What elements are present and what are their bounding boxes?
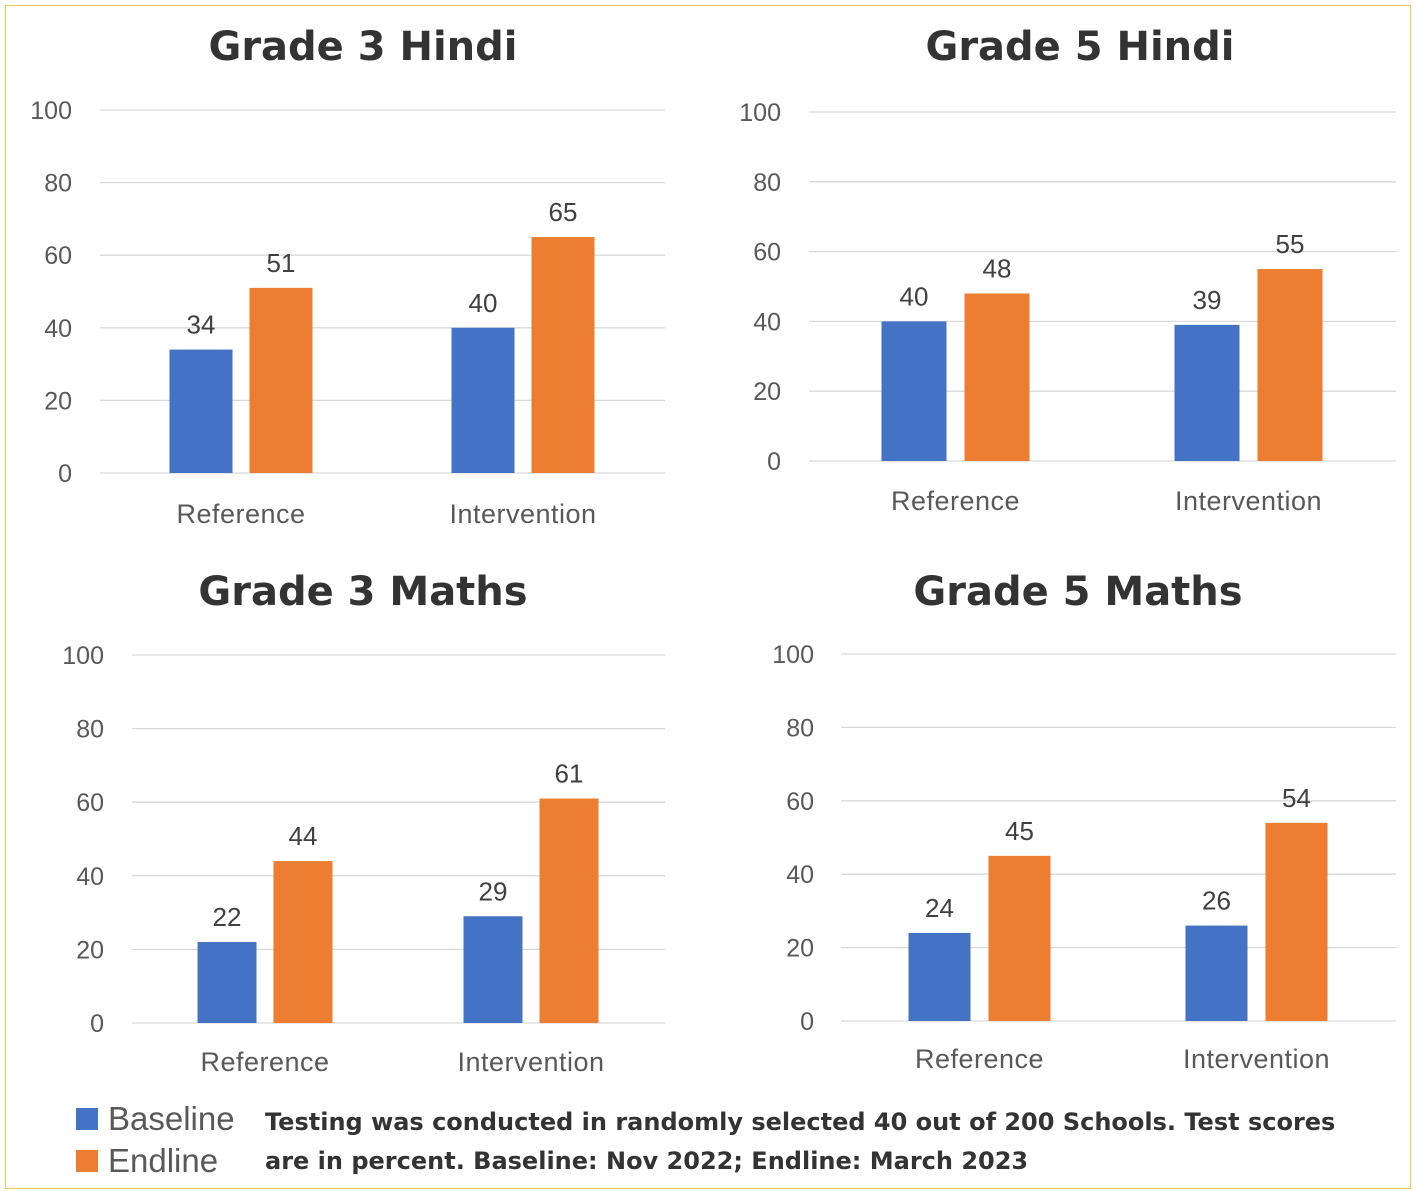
y-tick-label: 20: [76, 936, 104, 964]
category-label: Reference: [915, 1044, 1044, 1074]
data-label: 39: [1193, 285, 1222, 315]
chart-title: Grade 5 Hindi: [925, 24, 1234, 70]
y-tick-label: 60: [44, 242, 72, 270]
y-tick-label: 60: [76, 789, 104, 817]
data-label: 40: [900, 281, 929, 311]
legend-item-baseline: Baseline: [76, 1098, 235, 1140]
y-tick-label: 100: [62, 642, 104, 670]
y-tick-label: 80: [786, 714, 814, 742]
category-label: Reference: [891, 486, 1020, 516]
legend-label-baseline: Baseline: [108, 1100, 235, 1137]
bar-baseline-reference: [908, 932, 971, 1021]
y-tick-label: 0: [58, 460, 72, 488]
y-tick-label: 40: [753, 308, 781, 336]
legend-swatch-endline: [76, 1150, 98, 1172]
footnote-line-2: are in percent. Baseline: Nov 2022; Endl…: [265, 1147, 1029, 1175]
bar-endline-intervention: [1265, 822, 1328, 1021]
figure-frame: [5, 5, 1411, 1189]
data-label: 44: [289, 821, 318, 851]
bar-endline-intervention: [1257, 269, 1323, 461]
footnote-line-1: Testing was conducted in randomly select…: [265, 1108, 1336, 1136]
y-tick-label: 0: [90, 1010, 104, 1038]
data-label: 22: [213, 902, 242, 932]
chart-grade3-maths: Grade 3 Maths 0 20 40 60 80 100 22 44 Reference 29…: [62, 569, 665, 1077]
footnote: Testing was conducted in randomly select…: [265, 1103, 1365, 1181]
bar-baseline-intervention: [463, 916, 523, 1023]
y-tick-label: 60: [786, 788, 814, 816]
legend-label-endline: Endline: [108, 1142, 219, 1179]
category-label: Intervention: [457, 1047, 604, 1077]
category-label: Reference: [176, 499, 305, 529]
bar-endline-intervention: [539, 798, 599, 1023]
y-tick-label: 100: [739, 99, 781, 127]
y-tick-label: 40: [76, 863, 104, 891]
data-label: 48: [983, 253, 1012, 283]
legend: Baseline Endline: [76, 1098, 235, 1182]
data-label: 24: [925, 893, 954, 923]
bar-baseline-reference: [169, 349, 233, 473]
y-tick-label: 60: [753, 239, 781, 267]
chart-title: Grade 5 Maths: [913, 569, 1242, 615]
bar-baseline-intervention: [1185, 925, 1248, 1021]
bar-endline-reference: [964, 293, 1030, 461]
bar-endline-intervention: [531, 237, 595, 473]
data-label: 61: [555, 759, 584, 789]
bar-baseline-intervention: [451, 327, 515, 473]
data-label: 51: [267, 248, 296, 278]
category-label: Reference: [200, 1047, 329, 1077]
y-tick-label: 80: [753, 169, 781, 197]
y-tick-label: 40: [44, 315, 72, 343]
chart-title: Grade 3 Hindi: [208, 24, 517, 70]
y-tick-label: 0: [800, 1008, 814, 1036]
data-label: 40: [469, 288, 498, 318]
bar-endline-reference: [988, 855, 1051, 1021]
y-tick-label: 80: [44, 170, 72, 198]
bar-endline-reference: [249, 287, 313, 473]
bar-baseline-intervention: [1174, 324, 1240, 461]
data-label: 45: [1005, 816, 1034, 846]
data-label: 54: [1282, 783, 1311, 813]
legend-swatch-baseline: [76, 1108, 98, 1130]
chart-grade5-hindi: Grade 5 Hindi 0 20 40 60 80 100 40 48 Reference 39…: [739, 24, 1396, 516]
y-tick-label: 20: [44, 387, 72, 415]
y-tick-label: 0: [767, 448, 781, 476]
data-label: 65: [549, 197, 578, 227]
chart-grade3-hindi: Grade 3 Hindi 0 20 40 60 80 100 34 51 Reference 40…: [30, 24, 665, 529]
category-label: Intervention: [1175, 486, 1322, 516]
bar-baseline-reference: [881, 321, 947, 461]
chart-title: Grade 3 Maths: [198, 569, 527, 615]
bar-baseline-reference: [197, 942, 257, 1023]
bar-endline-reference: [273, 861, 333, 1023]
category-label: Intervention: [1183, 1044, 1330, 1074]
data-label: 34: [187, 310, 216, 340]
y-tick-label: 20: [786, 935, 814, 963]
y-tick-label: 100: [772, 641, 814, 669]
legend-item-endline: Endline: [76, 1140, 235, 1182]
y-tick-label: 100: [30, 97, 72, 125]
data-label: 29: [479, 876, 508, 906]
category-label: Intervention: [449, 499, 596, 529]
chart-grade5-maths: Grade 5 Maths 0 20 40 60 80 100 24 45 Reference 26…: [772, 569, 1396, 1074]
y-tick-label: 20: [753, 378, 781, 406]
y-tick-label: 40: [786, 861, 814, 889]
data-label: 26: [1202, 886, 1231, 916]
data-label: 55: [1276, 229, 1305, 259]
y-tick-label: 80: [76, 716, 104, 744]
